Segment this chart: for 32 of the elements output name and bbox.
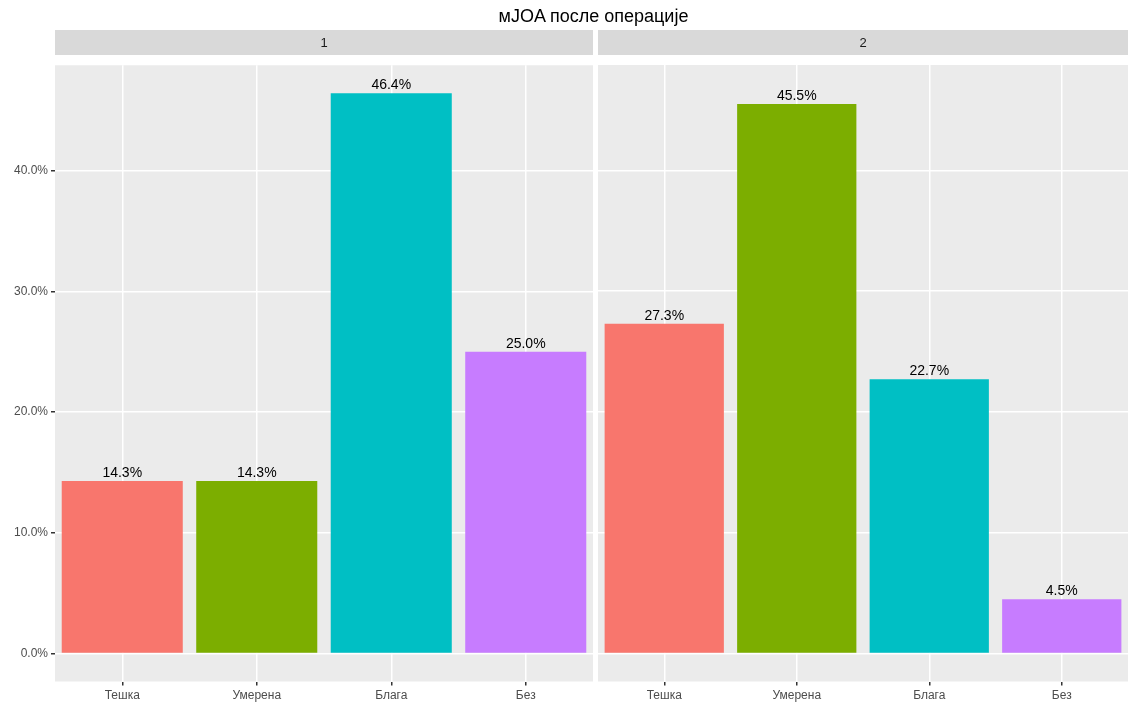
data-label: 22.7% [909,362,950,379]
bar [465,351,587,653]
data-label: 14.3% [236,463,277,480]
data-label: 27.3% [644,306,685,323]
x-tick-label: Умерена [232,688,282,703]
y-tick-label: 10.0% [13,525,49,540]
x-tick-label: Тешка [646,688,683,703]
bar [330,93,452,653]
data-label: 14.3% [102,463,143,480]
x-tick-label: Тешка [104,688,141,703]
x-tick-label: Без [515,688,537,703]
bar [869,379,989,653]
chart-subtitle: 1 [55,30,593,55]
data-label: 45.5% [776,86,817,103]
data-label: 4.5% [1045,582,1078,599]
x-tick-label: Блага [375,688,408,703]
data-label: 46.4% [371,76,412,93]
x-tick-label: Умерена [772,688,822,703]
data-label: 25.0% [505,334,546,351]
y-tick-label: 40.0% [13,162,49,177]
y-tick-label: 20.0% [13,404,49,419]
bar [1002,599,1122,653]
x-tick-label: Без [1051,688,1073,703]
bar [604,323,724,653]
bar [196,480,318,653]
chart-title: мJOA после операције [497,5,690,28]
x-tick-label: Блага [913,688,946,703]
y-tick-label: 0.0% [20,645,49,660]
bar [737,103,857,653]
bar [61,480,183,653]
y-tick-label: 30.0% [13,283,49,298]
chart-subtitle: 2 [598,30,1128,55]
